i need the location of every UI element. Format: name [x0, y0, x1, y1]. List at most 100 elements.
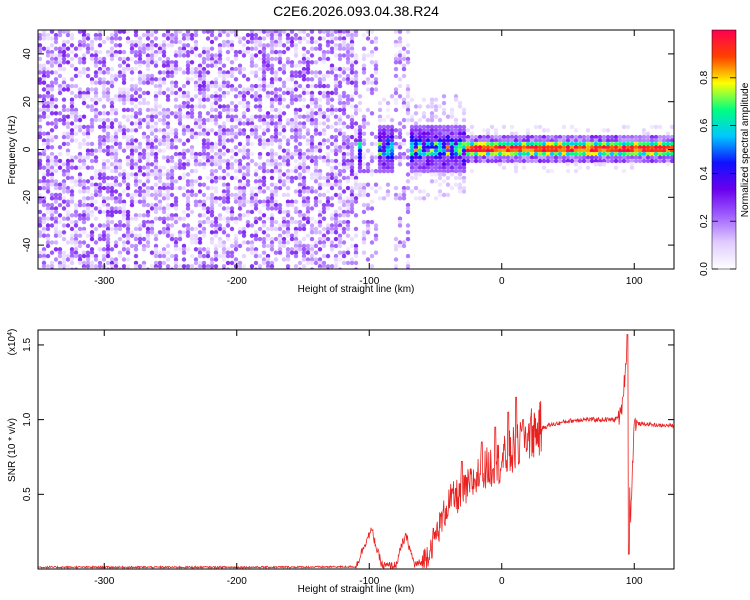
colorbar-frame [711, 29, 737, 270]
spectrogram-cell [513, 131, 519, 136]
spectrogram-cell [81, 230, 87, 235]
spectrogram-cell [213, 168, 219, 174]
spectrogram-cell [153, 49, 159, 55]
spectrogram-cell [273, 182, 279, 187]
spectrogram-cell [269, 267, 275, 269]
spectrogram-cell [293, 226, 299, 232]
spectrogram-cell [97, 247, 103, 252]
spectrogram-cell [173, 247, 179, 252]
spectrogram-cell [193, 168, 199, 174]
spectrogram-cell [433, 114, 439, 119]
spectrogram-cell [337, 83, 343, 89]
spectrogram-cell [313, 168, 319, 174]
spectrogram-cell [257, 66, 263, 72]
spectrogram-cell [241, 264, 247, 269]
spectrogram-cell [621, 141, 627, 147]
spectrogram-cell [121, 70, 127, 75]
spectrogram-cell [437, 182, 443, 187]
spectrogram-cell [141, 131, 147, 136]
spectrogram-cell [337, 117, 343, 123]
spectrogram-cell [621, 145, 627, 150]
spectrogram-cell [185, 213, 191, 218]
spectrogram-cell [245, 223, 251, 228]
spectrogram-cell [173, 131, 179, 136]
spectrogram-cell [273, 87, 279, 92]
spectrogram-cell [497, 145, 503, 150]
spectrogram-cell [45, 73, 51, 79]
spectrogram-cell [293, 53, 299, 58]
spectrogram-cell [469, 131, 475, 136]
spectrogram-cell [69, 114, 75, 119]
spectrogram-cell [85, 209, 91, 215]
spectrogram-cell [369, 206, 375, 211]
spectrogram-cell [265, 56, 271, 62]
spectrogram-cell [297, 165, 303, 170]
spectrogram-cell [109, 219, 115, 225]
spectrogram-cell [253, 253, 259, 259]
spectrogram-cell [301, 70, 307, 75]
spectrogram-cell [169, 90, 175, 96]
spectrogram-cell [273, 165, 279, 170]
spectrogram-cell [341, 53, 347, 58]
spectrogram-cell [353, 192, 359, 198]
spectrogram-cell [429, 155, 435, 160]
spectrogram-cell [333, 219, 339, 225]
spectrogram-cell [301, 185, 307, 191]
spectrogram-cell [329, 124, 335, 130]
spectrogram-cell [645, 151, 651, 157]
spectrogram-cell [265, 196, 271, 201]
spectrogram-cell [225, 104, 231, 109]
spectrogram-cell [177, 46, 183, 51]
spectrogram-cell [241, 43, 247, 48]
spectrogram-cell [245, 77, 251, 82]
spectrogram-cell [221, 43, 227, 48]
spectrogram-cell [357, 155, 363, 160]
spectrogram-cell [429, 131, 435, 136]
spectrogram-cell [445, 134, 451, 140]
spectrogram-cell [345, 94, 351, 99]
spectrogram-cell [457, 104, 463, 109]
spectrogram-cell [193, 155, 199, 160]
spectrogram-cell [281, 257, 287, 262]
spectrogram-cell [69, 100, 75, 106]
spectrogram-cell [109, 257, 115, 262]
spectrogram-cell [245, 87, 251, 92]
spectrogram-cell [317, 172, 323, 177]
spectrogram-cell [101, 94, 107, 99]
spectrogram-cell [369, 158, 375, 164]
spectrogram-cell [169, 43, 175, 48]
spectrogram-cell [169, 213, 175, 218]
spectrogram-cell [97, 185, 103, 191]
spectrogram-cell [93, 199, 99, 204]
spectrogram-cell [101, 168, 107, 174]
spectrogram-cell [313, 121, 319, 126]
spectrogram-cell [249, 192, 255, 198]
spectrogram-cell [93, 100, 99, 106]
spectrogram-cell [337, 162, 343, 167]
spectrogram-cell [417, 158, 423, 164]
spectrogram-cell [645, 131, 651, 136]
spectrogram-cell [45, 70, 51, 75]
spectrogram-cell [377, 117, 383, 123]
spectrogram-cell [217, 66, 223, 72]
spectrogram-cell [337, 80, 343, 85]
spectrogram-cell [137, 192, 143, 198]
spectrogram-cell [425, 131, 431, 136]
spectrogram-cell [405, 209, 411, 215]
spectrogram-cell [245, 199, 251, 204]
spectrogram-cell [173, 97, 179, 102]
spectrogram-cell [113, 36, 119, 41]
spectrogram-cell [629, 145, 635, 150]
spectrogram-cell [129, 155, 135, 160]
spectrogram-cell [69, 128, 75, 133]
spectrogram-cell [449, 111, 455, 116]
spectrogram-cell [261, 63, 267, 68]
spectrogram-cell [45, 223, 51, 228]
spectrogram-cell [153, 202, 159, 208]
spectrogram-cell [109, 192, 115, 198]
spectrogram-cell [337, 121, 343, 126]
spectrogram-cell [637, 148, 643, 153]
spectrogram-cell [357, 168, 363, 174]
spectrogram-cell [201, 226, 207, 232]
spectrogram-cell [273, 202, 279, 208]
